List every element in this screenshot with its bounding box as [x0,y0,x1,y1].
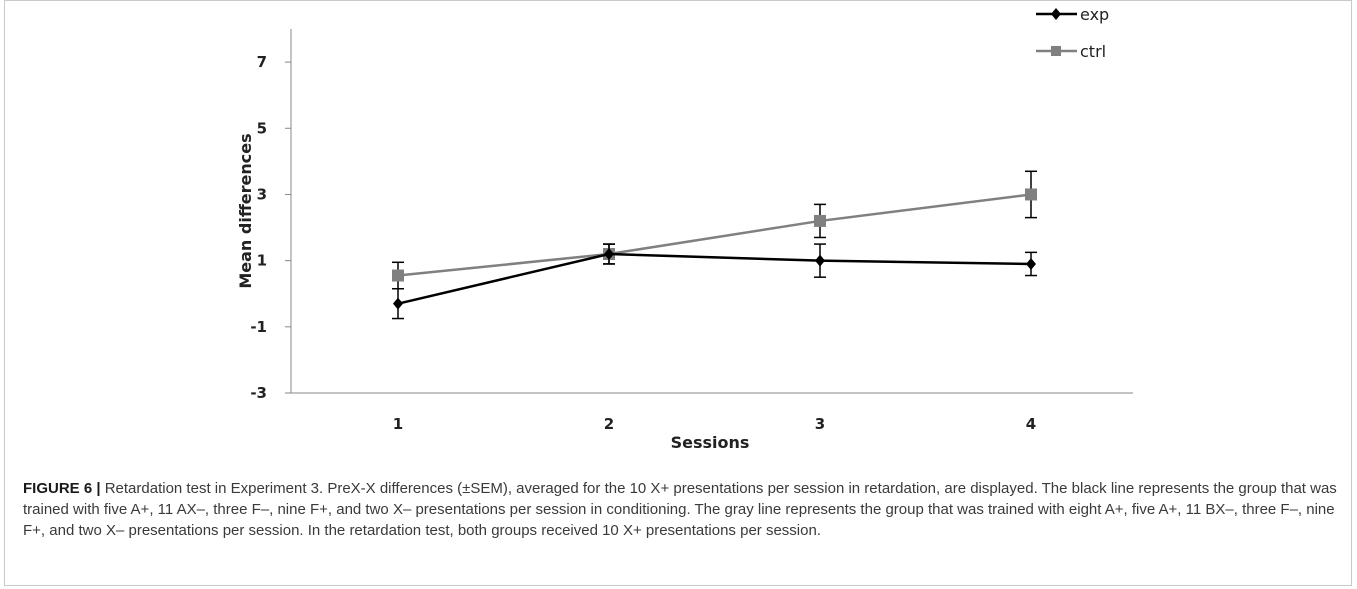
x-tick-label: 3 [815,415,825,433]
data-point [604,248,614,261]
legend-label: ctrl [1080,42,1106,61]
y-axis-title: Mean differences [236,133,255,288]
line-chart: -3 -1 1 3 5 7 1 2 3 4 Sessions Mean differences exp… [236,5,1133,452]
x-tick-label: 2 [604,415,614,433]
caption-text: Retardation test in Experiment 3. PreX-X… [23,480,1337,539]
caption-label: FIGURE 6 | [23,480,101,497]
chart-series [392,170,1037,320]
legend-marker [1051,46,1061,56]
x-tick-label: 1 [393,415,403,433]
y-tick-label: -3 [250,384,267,402]
legend-entry-exp: exp [1036,5,1109,24]
x-tick-label: 4 [1026,415,1036,433]
chart-legend: exp ctrl [1036,5,1109,61]
legend-label: exp [1080,5,1109,24]
x-axis-title: Sessions [671,433,750,452]
chart-axes: -3 -1 1 3 5 7 1 2 3 4 Sessions Mean differences [236,29,1133,452]
data-point [814,214,826,227]
series-line-ctrl [397,193,1032,277]
data-point [1026,257,1036,270]
legend-entry-ctrl: ctrl [1036,42,1106,61]
figure-frame: -3 -1 1 3 5 7 1 2 3 4 Sessions Mean differences exp… [4,0,1352,586]
data-point [393,297,403,310]
data-point [1025,188,1037,201]
y-tick-label: 7 [257,53,267,71]
figure-caption: FIGURE 6 | Retardation test in Experimen… [23,478,1345,541]
series-line-exp [397,252,1032,305]
data-point [815,254,825,267]
y-tick-label: 1 [257,252,267,270]
y-tick-label: 3 [257,185,267,203]
y-tick-label: -1 [250,318,267,336]
data-point [392,269,404,282]
y-tick-label: 5 [257,119,267,137]
series-ctrl [392,170,1037,290]
series-exp [392,243,1037,320]
legend-marker [1051,8,1061,20]
